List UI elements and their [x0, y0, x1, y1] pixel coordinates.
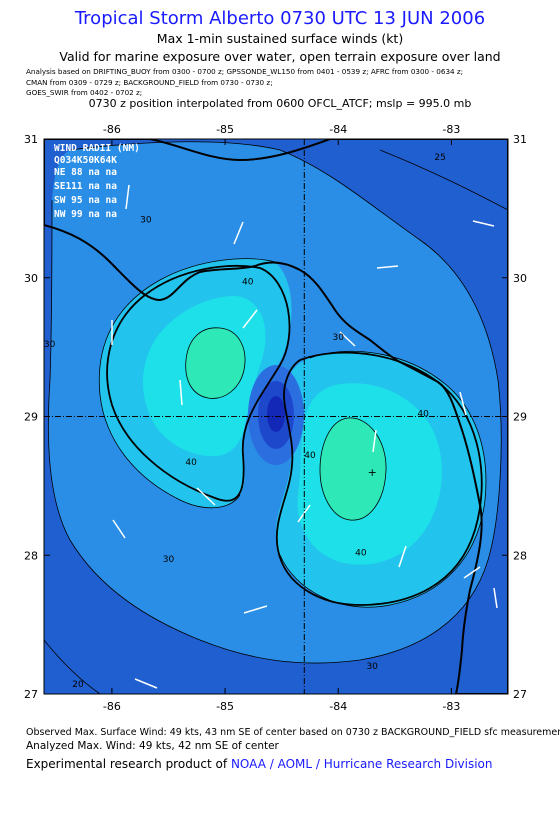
contour-label: 25 [434, 153, 445, 163]
lon-tick-label-bottom: -83 [442, 700, 460, 713]
wind-radii-columns: Q034K50K64K [54, 155, 117, 166]
lat-tick-label-left: 31 [24, 133, 38, 146]
analysis-line: CMAN from 0309 - 0729 z; BACKGROUND_FIEL… [26, 78, 273, 87]
product-credit: Experimental research product of NOAA / … [26, 757, 493, 771]
contour-label: 20 [72, 680, 84, 690]
lat-tick-label-left: 28 [24, 549, 38, 562]
observed-max-wind: Observed Max. Surface Wind: 49 kts, 43 n… [26, 727, 560, 738]
wind-radii-row: SE111 na na [54, 181, 117, 192]
lat-tick-label-right: 31 [513, 133, 527, 146]
coastline [44, 139, 508, 694]
map-title: Tropical Storm Alberto 0730 UTC 13 JUN 2… [74, 8, 486, 29]
analysis-line: Analysis based on DRIFTING_BUOY from 030… [26, 67, 464, 76]
lat-tick-label-right: 27 [513, 688, 527, 701]
lat-tick-label-right: 30 [513, 272, 527, 285]
vortex-core [267, 396, 285, 432]
contour-label: 40 [304, 451, 316, 461]
wind-band-48-east [320, 417, 387, 521]
wind-barbs [111, 184, 498, 689]
map-axes: -86 -86 -85 -85 -84 -84 -83 -83 31 31 30 30 29 29 28 28… [24, 123, 527, 713]
contour-label: 30 [163, 555, 175, 565]
contour-label: 30 [333, 333, 345, 343]
map-subtitle: Max 1-min sustained surface winds (kt) [156, 31, 404, 46]
lat-tick-label-right: 29 [513, 411, 527, 424]
analyzed-max-wind: Analyzed Max. Wind: 49 kts, 42 nm SE of … [26, 740, 279, 752]
lon-tick-label-bottom: -86 [103, 700, 121, 713]
contour-label: 40 [417, 410, 429, 420]
wind-radii-row: SW 95 na na [54, 195, 117, 206]
lat-tick-label-left: 30 [24, 272, 38, 285]
contour-label: 30 [140, 215, 152, 225]
contour-label: 40 [355, 548, 367, 558]
lon-tick-label-top: -83 [442, 123, 460, 136]
wind-band-48-west [185, 327, 245, 399]
wind-radii-header: WIND RADII (NM) [54, 143, 140, 154]
contour-label-layer: 25 30 30 30 30 30 40 40 40 40 40 20 [44, 153, 446, 690]
contour-label: 30 [366, 662, 378, 672]
wind-radii-row: NW 99 na na [54, 209, 117, 220]
lon-tick-label-bottom: -85 [216, 700, 234, 713]
wind-radii-table: WIND RADII (NM) Q034K50K64K NE 88 na na … [54, 143, 140, 220]
lon-tick-label-top: -84 [329, 123, 347, 136]
max-wind-marker: + [368, 466, 377, 479]
contour-label: 40 [185, 458, 197, 468]
product-org-link[interactable]: NOAA / AOML / Hurricane Research Divisio… [230, 757, 493, 771]
lon-tick-label-top: -86 [103, 123, 121, 136]
lat-tick-label-right: 28 [513, 549, 527, 562]
lon-tick-label-top: -85 [216, 123, 234, 136]
lat-tick-label-left: 27 [24, 688, 38, 701]
lat-tick-label-left: 29 [24, 411, 38, 424]
map-subtitle-exposure: Valid for marine exposure over water, op… [59, 49, 501, 64]
analysis-line: GOES_SWIR from 0402 - 0702 z; [26, 88, 143, 97]
product-prefix: Experimental research product of [26, 757, 228, 771]
contour-label: 30 [44, 340, 56, 350]
position-note: 0730 z position interpolated from 0600 O… [88, 97, 472, 110]
lon-tick-label-bottom: -84 [329, 700, 347, 713]
contour-label: 40 [242, 278, 254, 288]
wind-radii-row: NE 88 na na [54, 167, 117, 178]
